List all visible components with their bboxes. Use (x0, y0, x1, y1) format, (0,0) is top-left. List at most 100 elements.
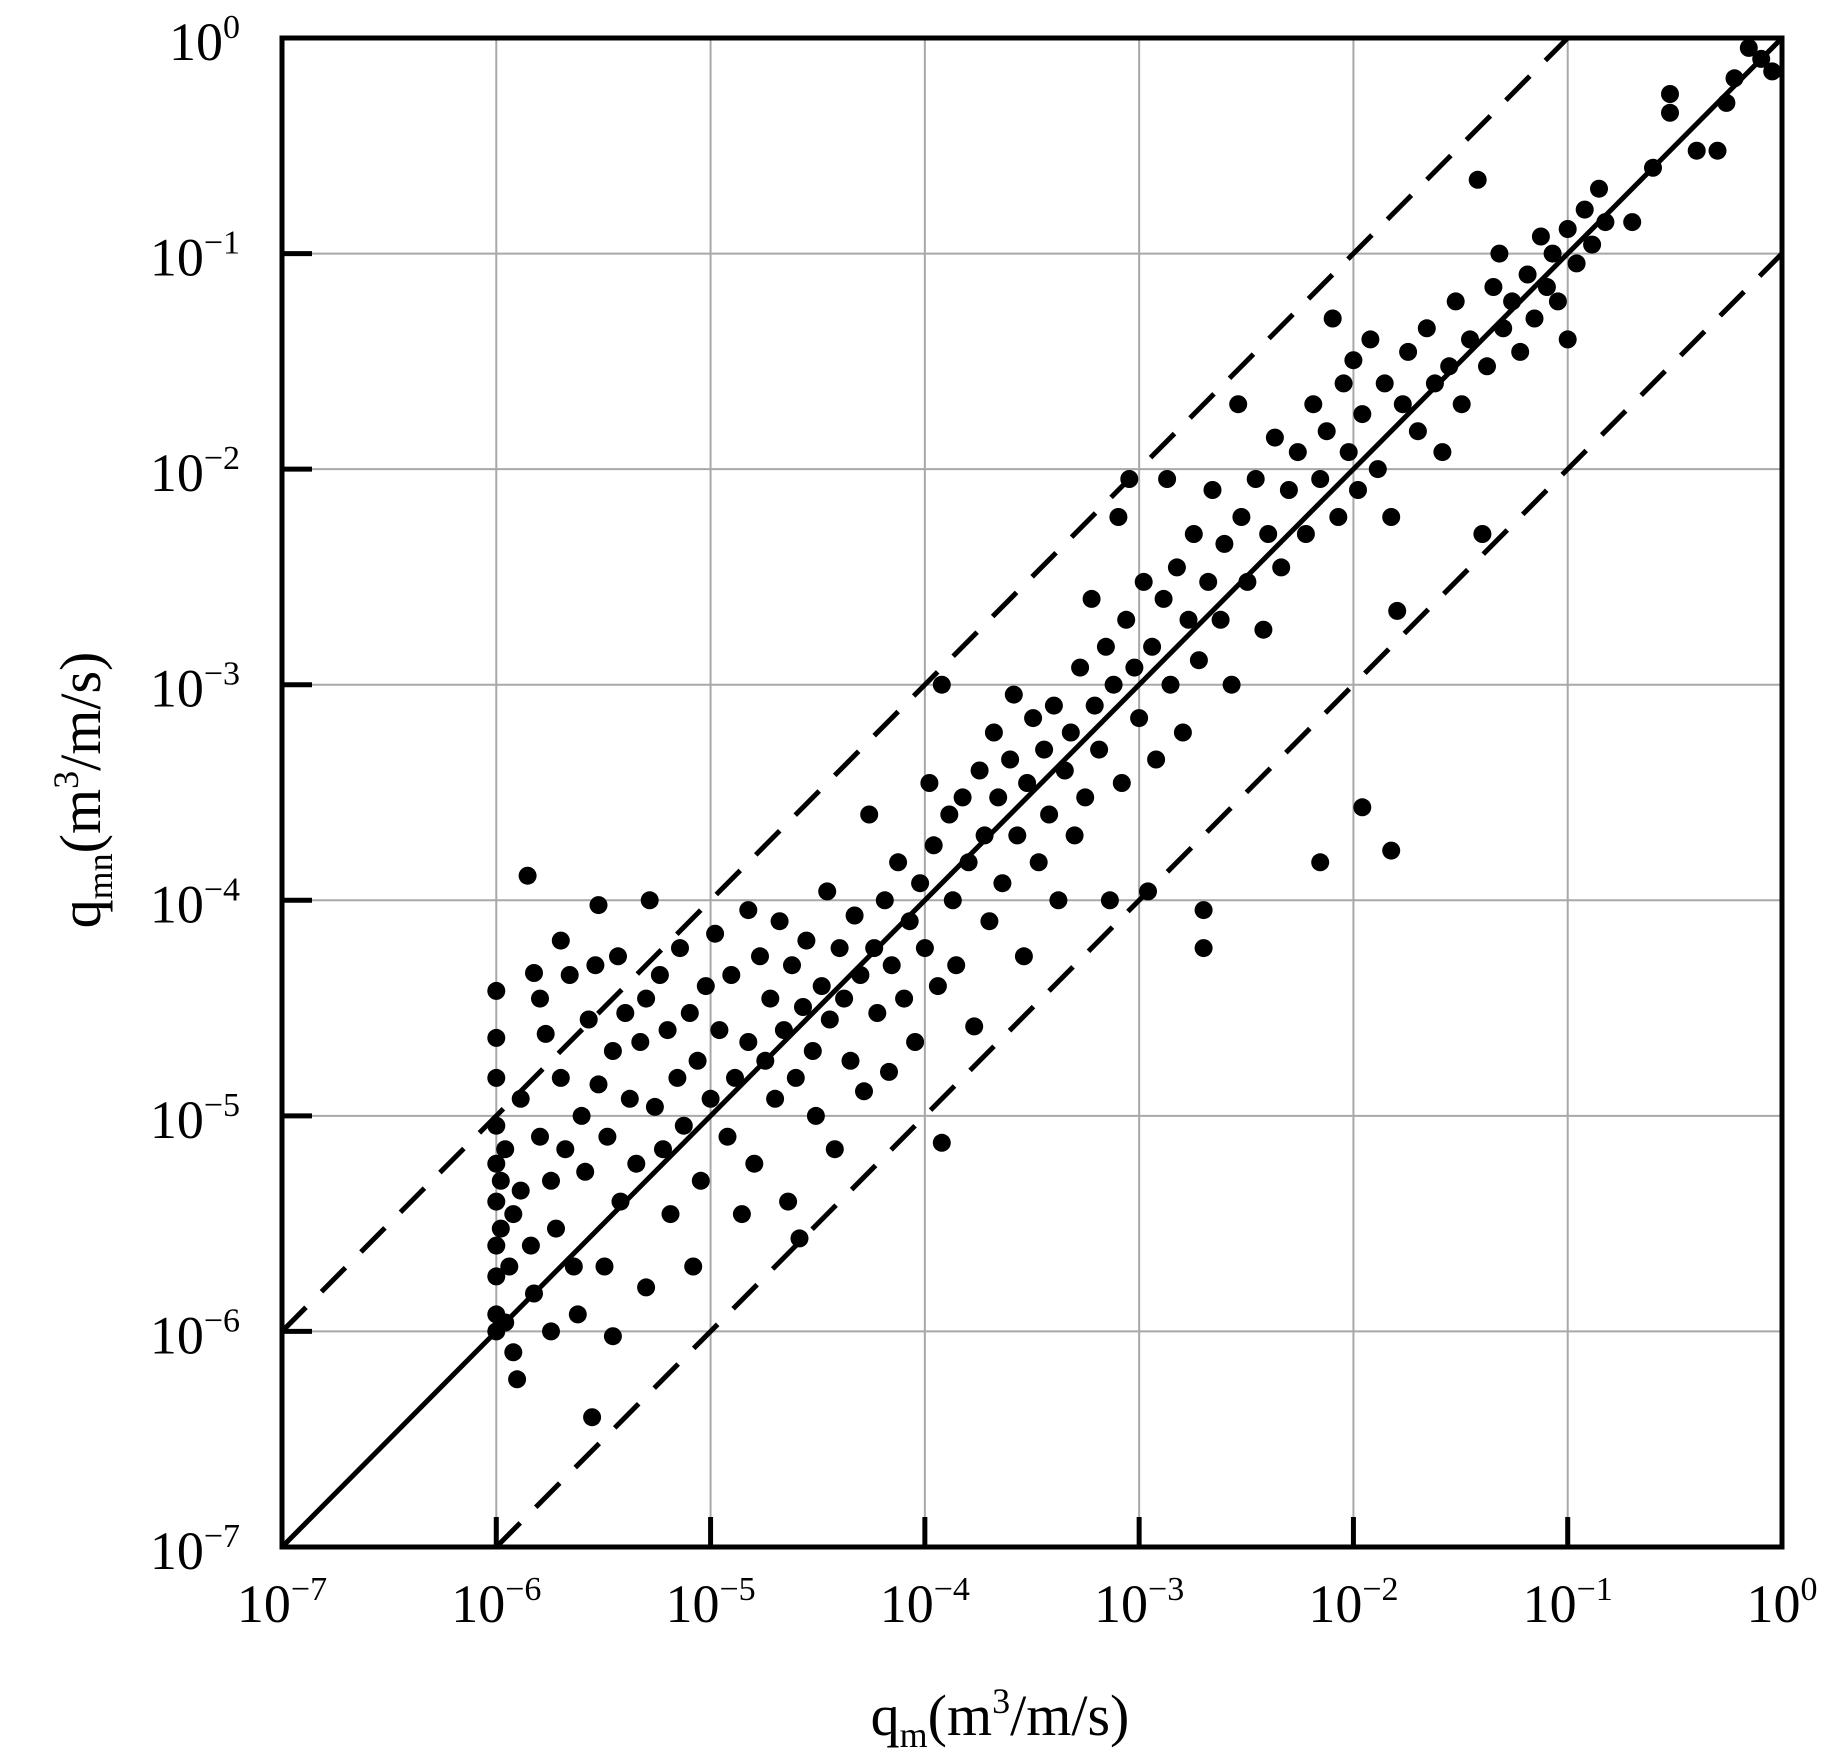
data-point (658, 1021, 677, 1040)
data-point (1004, 685, 1023, 704)
data-point (1211, 610, 1230, 629)
data-point (1661, 85, 1679, 103)
data-point (1339, 443, 1358, 462)
data-point (487, 1116, 506, 1135)
data-point (701, 1089, 720, 1108)
y-tick-label: 10−2 (150, 440, 240, 503)
data-point (1490, 244, 1509, 263)
data-point (980, 912, 999, 931)
data-point (637, 989, 656, 1008)
data-point (1531, 227, 1550, 246)
data-point (674, 1116, 693, 1135)
data-point (1440, 357, 1459, 376)
data-point (783, 956, 801, 975)
data-point (841, 1051, 860, 1070)
data-point (1049, 891, 1068, 910)
data-point (706, 924, 725, 943)
axis-ticks (279, 35, 1785, 1550)
data-point (915, 939, 934, 958)
data-point (806, 1106, 825, 1125)
grid-lines (281, 37, 1783, 1548)
data-point (1040, 805, 1059, 824)
data-point (525, 1284, 543, 1303)
data-point (953, 788, 972, 807)
data-point (500, 1257, 519, 1276)
data-point (732, 1205, 751, 1224)
data-point (1763, 62, 1782, 81)
data-point (1044, 696, 1063, 715)
data-point (1090, 740, 1109, 759)
data-point (536, 1024, 555, 1043)
data-point (1104, 675, 1123, 694)
data-point (1134, 572, 1153, 591)
x-tick-label: 10−6 (451, 1571, 541, 1634)
x-tick-label: 10−2 (1308, 1571, 1398, 1634)
data-point (924, 836, 943, 855)
data-point (1076, 788, 1095, 807)
data-point (1717, 93, 1736, 112)
data-point (1229, 395, 1248, 414)
data-point (1388, 601, 1407, 620)
data-point (993, 874, 1012, 893)
data-point (589, 896, 608, 915)
data-point (1279, 481, 1298, 499)
data-point (803, 1042, 822, 1060)
data-point (1518, 265, 1537, 284)
data-point (556, 1140, 575, 1159)
y-tick-label: 10−5 (150, 1087, 240, 1150)
data-point (1222, 675, 1241, 694)
data-point (1109, 508, 1128, 526)
data-point (1473, 525, 1492, 543)
data-point (1382, 508, 1401, 526)
data-point (739, 1033, 758, 1051)
data-point (661, 1205, 680, 1224)
data-point (1425, 374, 1444, 393)
data-point (1035, 740, 1054, 759)
data-point (739, 901, 758, 920)
data-point (568, 1305, 587, 1324)
data-point (1323, 309, 1342, 328)
data-point (609, 947, 627, 966)
data-point (1433, 443, 1452, 462)
data-point (1194, 901, 1213, 920)
data-point (761, 989, 780, 1008)
data-point (631, 1033, 650, 1051)
data-point (542, 1322, 560, 1341)
data-point (525, 964, 543, 982)
data-point (603, 1042, 622, 1060)
data-point (1393, 395, 1412, 414)
data-point (684, 1257, 703, 1276)
y-tick-label: 10−1 (150, 225, 240, 288)
y-axis-title: qmn(m3/m/s) (46, 652, 120, 929)
data-point (1317, 422, 1336, 441)
data-point (722, 966, 741, 984)
data-point (1334, 374, 1353, 393)
data-point (1525, 309, 1544, 328)
data-point (1272, 558, 1291, 577)
data-point (965, 1017, 984, 1036)
data-point (1461, 330, 1479, 349)
data-point (1112, 774, 1131, 792)
data-point (603, 1327, 622, 1346)
data-point (1558, 220, 1577, 238)
data-point (1199, 572, 1218, 591)
data-point (1001, 750, 1020, 769)
data-point (487, 1068, 506, 1087)
data-point (790, 1229, 809, 1248)
data-point (940, 805, 959, 824)
y-tick-label: 10−3 (150, 656, 240, 719)
data-point (718, 1127, 737, 1146)
data-point (1120, 470, 1139, 488)
data-point (1288, 443, 1307, 462)
data-point (491, 1219, 510, 1238)
data-point (1623, 213, 1642, 232)
data-point (774, 1021, 793, 1040)
data-point (984, 723, 1003, 742)
data-point (640, 891, 659, 910)
data-point (1055, 761, 1074, 780)
data-point (1344, 351, 1363, 370)
data-point (1304, 395, 1323, 414)
x-tick-label: 10−4 (880, 1571, 970, 1634)
data-point (1468, 170, 1487, 189)
